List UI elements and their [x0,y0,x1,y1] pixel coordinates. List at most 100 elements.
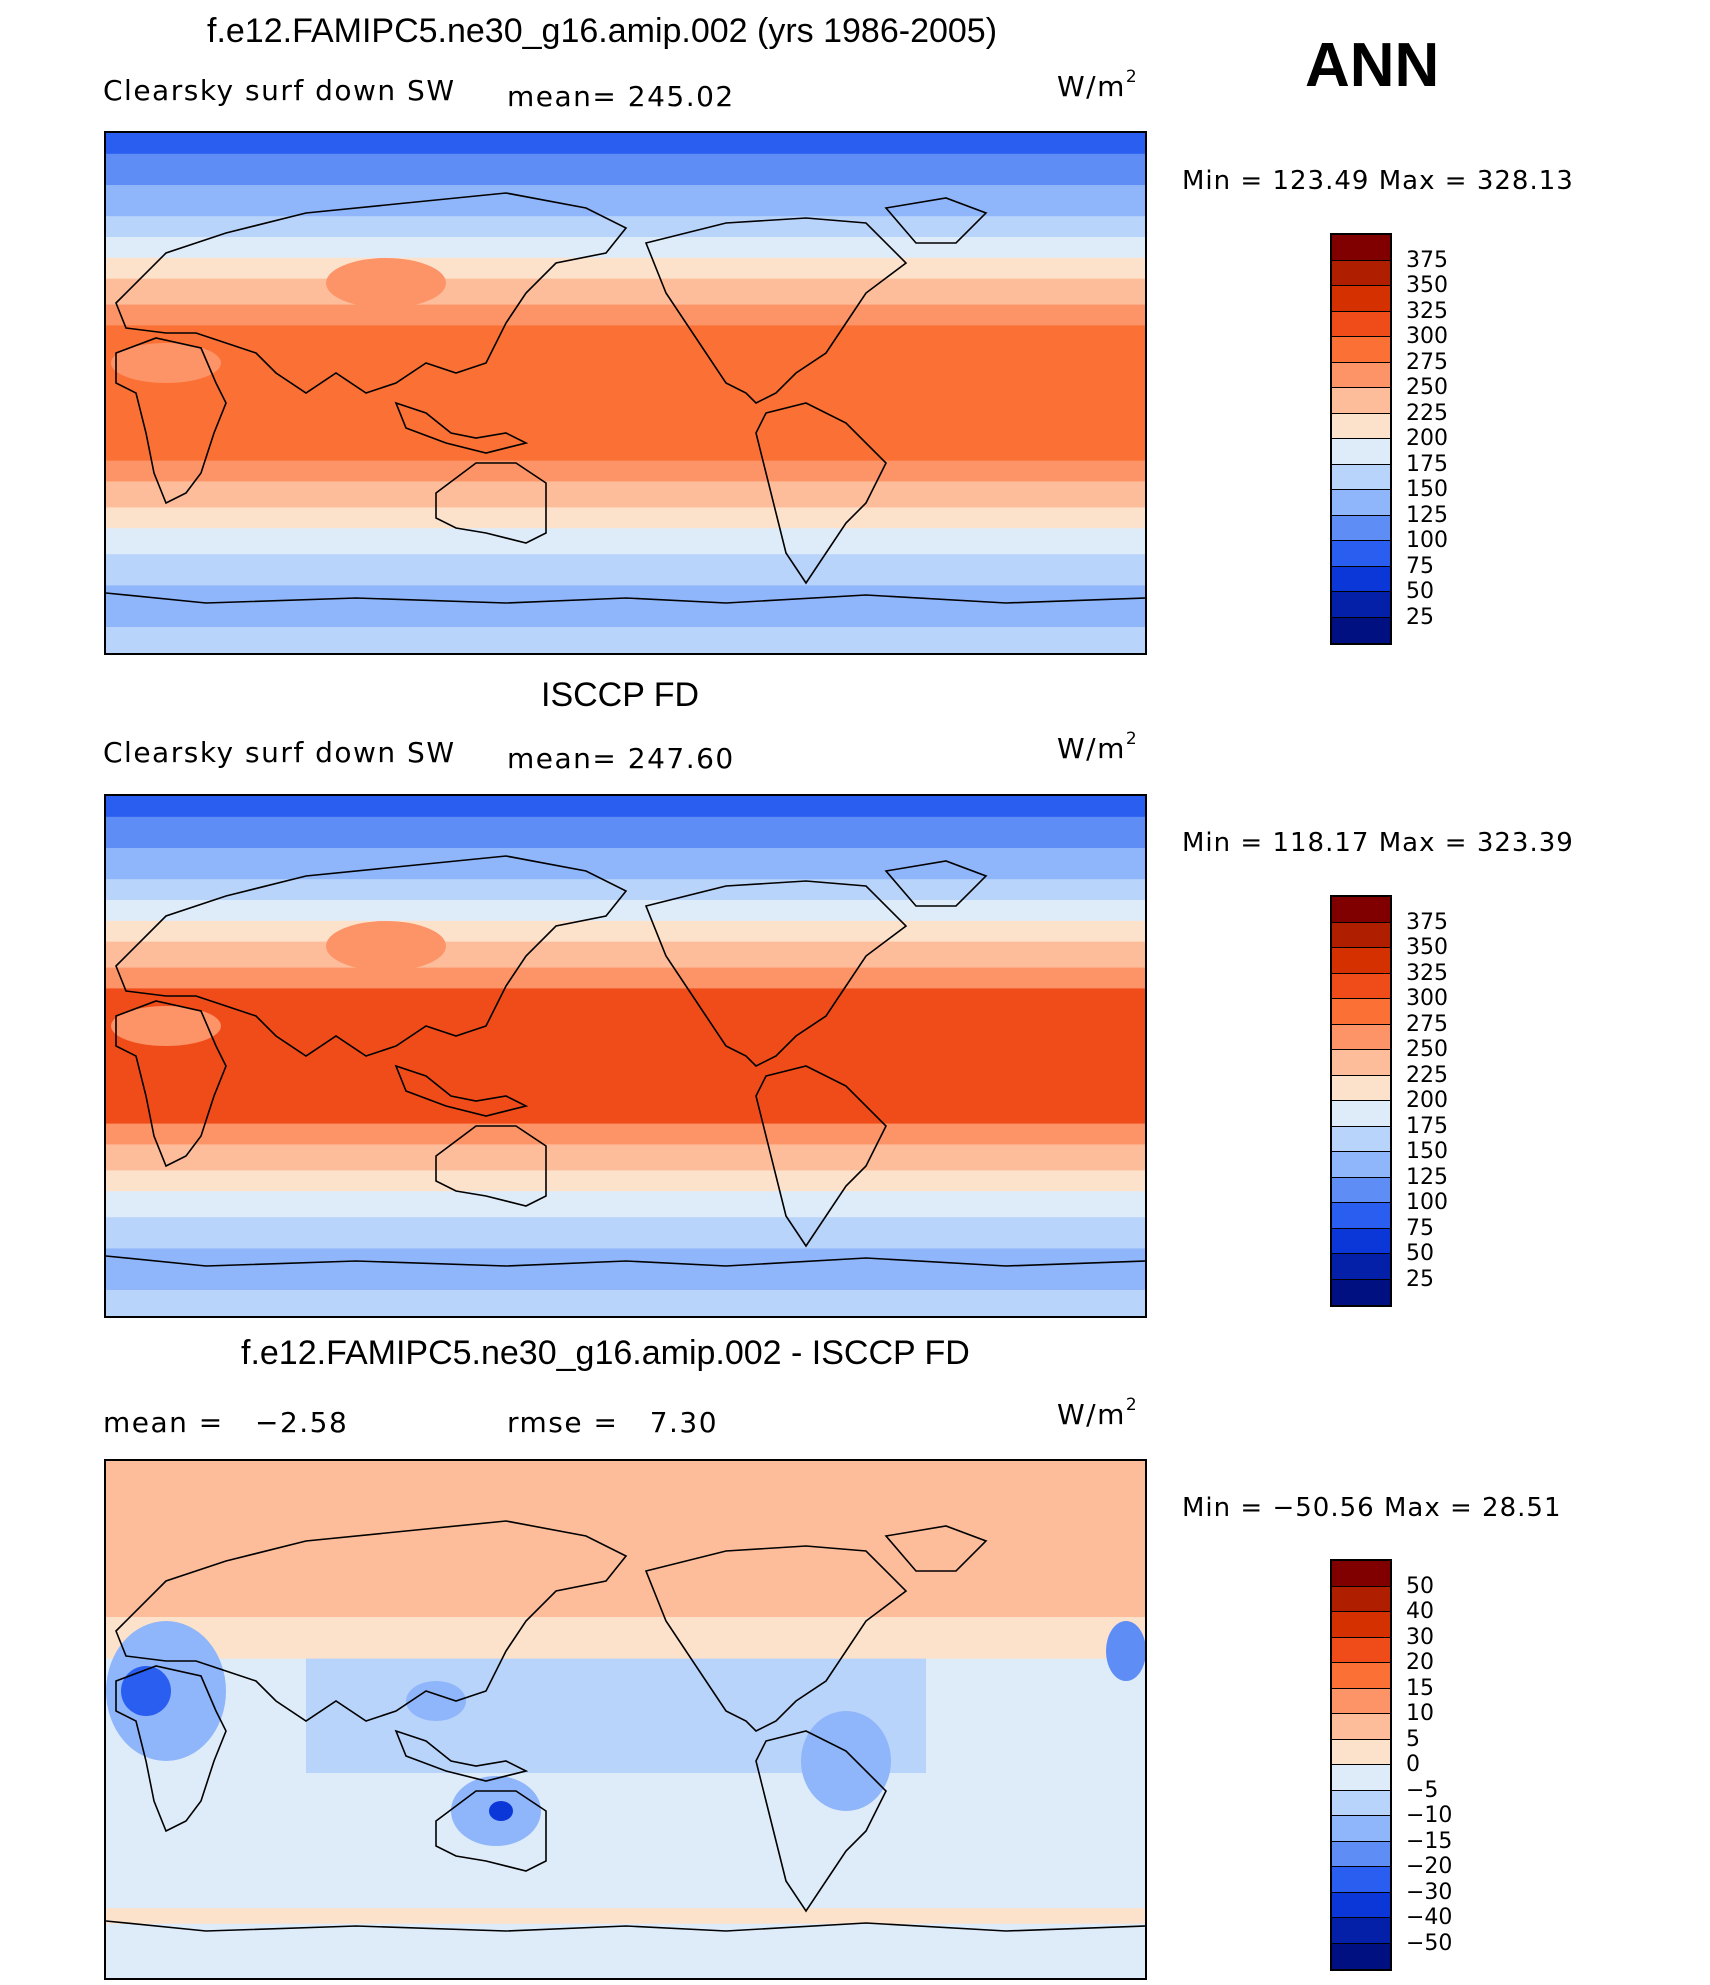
panel1-map [104,131,1147,655]
panel1-title: f.e12.FAMIPC5.ne30_g16.amip.002 (yrs 198… [207,12,998,50]
colorbar-swatch [1332,1203,1390,1229]
colorbar-tick-label: 350 [1406,935,1448,960]
colorbar-tick-label: −40 [1406,1905,1453,1930]
panel3-rmse-label: rmse = 7.30 [507,1406,719,1439]
colorbar-tick-label: −10 [1406,1803,1453,1828]
colorbar-swatch [1332,1867,1390,1893]
panel3-title: f.e12.FAMIPC5.ne30_g16.amip.002 - ISCCP … [241,1334,970,1372]
colorbar-tick-label: 250 [1406,1037,1448,1062]
colorbar-swatch [1332,235,1390,261]
panel1-colorbar [1330,233,1392,645]
colorbar-swatch [1332,1177,1390,1203]
panel3-map [104,1459,1147,1980]
coastline [115,1000,227,1168]
panel1-units: W/m2 [1057,66,1139,103]
colorbar-swatch [1332,1841,1390,1867]
colorbar-swatch [1332,1075,1390,1101]
colorbar-swatch [1332,515,1390,541]
coastline [106,1920,1145,1932]
coastline [394,1729,529,1782]
coastline [115,192,628,394]
colorbar-tick-label: 0 [1406,1752,1420,1777]
coastline [884,197,988,244]
panel3-units: W/m2 [1057,1394,1139,1431]
coastline [115,1665,227,1833]
colorbar-swatch [1332,439,1390,465]
coastline [106,1255,1145,1267]
panel2-title: ISCCP FD [541,676,700,714]
colorbar-swatch [1332,1790,1390,1816]
colorbar-swatch [1332,566,1390,592]
colorbar-swatch [1332,948,1390,974]
colorbar-tick-label: −15 [1406,1828,1453,1854]
colorbar-swatch [1332,260,1390,286]
colorbar-tick-label: 225 [1406,400,1448,426]
colorbar-swatch [1332,1663,1390,1689]
colorbar-tick-label: 10 [1406,1701,1434,1726]
colorbar-swatch [1332,1892,1390,1918]
colorbar-tick-label: 225 [1406,1062,1448,1088]
coastline [394,401,529,454]
map-field [106,796,1145,1316]
colorbar-tick-label: 40 [1406,1599,1434,1624]
colorbar-tick-label: 300 [1406,986,1448,1011]
panel2-minmax: Min = 118.17 Max = 323.39 [1182,828,1574,858]
coastline [106,592,1145,604]
colorbar-swatch [1332,592,1390,618]
colorbar-tick-label: 15 [1406,1675,1434,1701]
colorbar-swatch [1332,1714,1390,1740]
colorbar-tick-label: 150 [1406,1139,1448,1164]
colorbar-tick-label: 125 [1406,1164,1448,1190]
colorbar-tick-label: 175 [1406,1113,1448,1139]
coastline [435,1790,547,1872]
colorbar-swatch [1332,311,1390,337]
colorbar-swatch [1332,1126,1390,1152]
coastline [755,402,887,585]
colorbar-swatch [1332,464,1390,490]
panel2-colorbar [1330,895,1392,1307]
panel2-units: W/m2 [1057,728,1139,765]
colorbar-swatch [1332,617,1390,643]
colorbar-tick-label: 300 [1406,324,1448,349]
coastline [644,217,908,404]
colorbar-tick-label: 125 [1406,502,1448,528]
coastline [394,1064,529,1117]
panel3-colorbar [1330,1559,1392,1971]
colorbar-swatch [1332,1739,1390,1765]
coastline [644,880,908,1067]
colorbar-tick-label: 325 [1406,960,1448,986]
colorbar-swatch [1332,413,1390,439]
colorbar-swatch [1332,1228,1390,1254]
colorbar-tick-label: 375 [1406,247,1448,273]
season-label: ANN [1305,31,1440,100]
colorbar-tick-label: 100 [1406,528,1448,553]
coastline [884,1525,988,1572]
colorbar-swatch [1332,1101,1390,1127]
colorbar-tick-label: 50 [1406,579,1434,604]
colorbar-swatch [1332,1254,1390,1280]
colorbar-tick-label: 100 [1406,1190,1448,1215]
colorbar-swatch [1332,1688,1390,1714]
colorbar-tick-label: 175 [1406,451,1448,477]
panel1-minmax: Min = 123.49 Max = 328.13 [1182,166,1574,196]
coastline [435,462,547,544]
colorbar-tick-label: 25 [1406,604,1434,630]
colorbar-tick-label: 275 [1406,1011,1448,1037]
colorbar-swatch [1332,1918,1390,1944]
panel2-mean-label: mean= 247.60 [507,742,735,775]
colorbar-swatch [1332,1943,1390,1969]
coastline [755,1065,887,1248]
colorbar-swatch [1332,1024,1390,1050]
colorbar-swatch [1332,897,1390,923]
coastline [884,860,988,907]
colorbar-tick-label: −20 [1406,1854,1453,1879]
colorbar-swatch [1332,1612,1390,1638]
coastline [435,1125,547,1207]
colorbar-swatch [1332,922,1390,948]
coastline [115,1520,628,1722]
colorbar-tick-label: 150 [1406,477,1448,502]
coastline [644,1545,908,1732]
coastline [755,1730,887,1913]
coastline [115,337,227,505]
panel2-map [104,794,1147,1318]
